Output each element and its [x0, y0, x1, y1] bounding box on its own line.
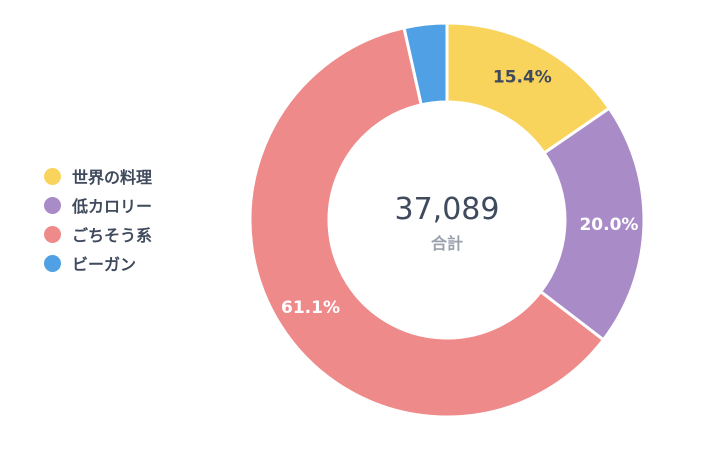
legend-item-world-cuisine[interactable]: 世界の料理	[44, 166, 153, 187]
legend-swatch	[44, 225, 61, 243]
legend-item-low-calorie[interactable]: 低カロリー	[44, 195, 153, 216]
legend-label: ごちそう系	[72, 226, 153, 245]
legend-label: 世界の料理	[72, 168, 153, 187]
chart-legend: 世界の料理 低カロリー ごちそう系 ビーガン	[44, 166, 153, 274]
slice-feast[interactable]	[248, 25, 606, 419]
slice-value-label: 20.0%	[579, 215, 638, 235]
legend-label: ビーガン	[72, 255, 137, 274]
donut-value-labels: 15.4% 20.0% 61.1%	[281, 68, 638, 319]
donut-slices	[248, 21, 646, 419]
slice-value-label: 61.1%	[281, 298, 340, 318]
legend-swatch	[44, 167, 61, 185]
center-total-label: 合計	[431, 234, 463, 253]
center-total-value: 37,089	[395, 192, 500, 227]
legend-item-feast[interactable]: ごちそう系	[44, 224, 153, 245]
slice-vegan[interactable]	[402, 21, 449, 107]
slice-value-label: 15.4%	[493, 68, 552, 88]
slice-low-calorie[interactable]	[538, 106, 646, 342]
legend-item-vegan[interactable]: ビーガン	[44, 253, 152, 274]
legend-label: 低カロリー	[72, 197, 153, 216]
legend-swatch	[44, 196, 61, 214]
legend-swatch	[44, 254, 61, 272]
